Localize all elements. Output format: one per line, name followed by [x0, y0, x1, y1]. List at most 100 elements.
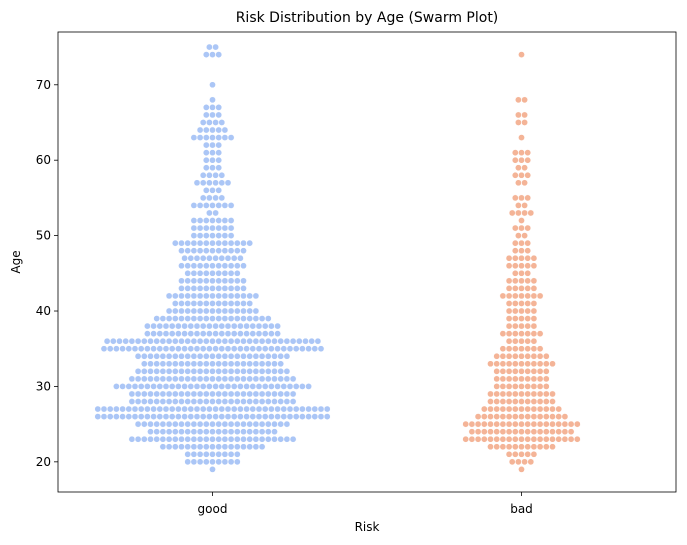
data-point-good [243, 330, 250, 337]
data-point-bad [505, 405, 513, 413]
data-point-good [175, 383, 182, 390]
x-tick-label-bad: bad [510, 502, 533, 516]
data-point-bad [505, 413, 513, 420]
data-point-good [233, 315, 241, 322]
data-point-good [277, 360, 285, 368]
data-point-good [196, 262, 204, 270]
data-point-bad [536, 413, 544, 420]
data-point-good [171, 239, 179, 247]
data-point-good [178, 390, 185, 398]
data-point-bad [561, 413, 569, 420]
data-point-good [218, 330, 226, 337]
data-point-good [277, 337, 285, 345]
data-point-good [162, 413, 170, 420]
data-point-good [215, 277, 223, 285]
data-point-good [153, 337, 161, 345]
data-point-good [178, 367, 185, 375]
data-point-good [165, 375, 173, 383]
data-point-bad [499, 435, 507, 443]
data-point-good [181, 405, 188, 413]
data-point-bad [524, 383, 532, 390]
data-point-good [171, 443, 179, 451]
data-point-good [221, 134, 229, 141]
data-point-good [209, 428, 216, 436]
data-point-good [221, 217, 229, 224]
data-point-bad [555, 405, 563, 413]
data-point-good [184, 390, 192, 398]
data-point-good [165, 398, 173, 405]
data-point-good [215, 232, 223, 239]
data-point-bad [518, 398, 525, 405]
data-point-bad [536, 360, 544, 368]
data-point-bad [524, 315, 532, 322]
data-point-good [215, 352, 223, 360]
data-point-good [147, 398, 154, 405]
data-point-good [162, 345, 170, 353]
data-point-good [196, 232, 204, 239]
data-point-good [224, 254, 232, 262]
data-point-good [190, 375, 198, 383]
data-point-good [221, 375, 229, 383]
data-point-good [187, 330, 195, 337]
data-point-bad [542, 360, 550, 368]
data-point-good [215, 262, 223, 270]
data-point-good [190, 269, 198, 277]
data-point-bad [511, 322, 519, 330]
data-point-good [215, 164, 223, 172]
data-point-bad [542, 375, 550, 383]
data-point-good [137, 383, 145, 390]
data-point-good [144, 413, 151, 420]
data-point-good [308, 337, 316, 345]
data-point-bad [518, 51, 525, 58]
data-point-good [240, 337, 247, 345]
data-point-good [113, 345, 120, 353]
data-point-good [131, 383, 139, 390]
data-point-good [221, 307, 229, 315]
data-point-good [212, 43, 219, 51]
data-point-good [212, 119, 219, 126]
x-axis-label: Risk [355, 520, 380, 534]
data-point-bad [487, 435, 494, 443]
data-point-good [292, 405, 300, 413]
data-point-good [283, 398, 291, 405]
data-point-bad [524, 375, 532, 383]
data-point-good [227, 398, 235, 405]
data-point-good [233, 292, 241, 300]
data-point-bad [505, 352, 513, 360]
data-point-good [212, 322, 219, 330]
data-point-good [230, 330, 238, 337]
data-point-bad [468, 435, 476, 443]
data-point-good [134, 435, 142, 443]
data-point-bad [511, 269, 519, 277]
data-point-good [190, 239, 198, 247]
data-point-good [246, 315, 254, 322]
data-point-good [240, 239, 247, 247]
data-point-good [277, 435, 285, 443]
data-point-bad [536, 405, 544, 413]
data-point-bad [527, 209, 535, 217]
data-point-good [190, 232, 198, 239]
data-point-good [178, 300, 185, 307]
data-point-good [221, 224, 229, 232]
data-point-bad [487, 443, 494, 451]
data-point-good [240, 435, 247, 443]
data-point-good [193, 322, 201, 330]
data-point-good [125, 413, 133, 420]
data-point-good [202, 156, 210, 164]
data-point-bad [505, 330, 513, 337]
data-point-bad [518, 405, 525, 413]
data-point-good [100, 405, 108, 413]
data-point-good [175, 413, 182, 420]
data-point-good [175, 330, 182, 337]
data-point-good [209, 217, 216, 224]
data-point-bad [542, 352, 550, 360]
data-point-good [202, 375, 210, 383]
data-point-good [218, 345, 226, 353]
data-point-good [243, 405, 250, 413]
data-point-bad [515, 458, 522, 466]
data-point-good [209, 51, 216, 58]
data-point-good [215, 315, 223, 322]
data-point-good [261, 345, 269, 353]
data-point-good [271, 398, 278, 405]
data-point-good [178, 315, 185, 322]
